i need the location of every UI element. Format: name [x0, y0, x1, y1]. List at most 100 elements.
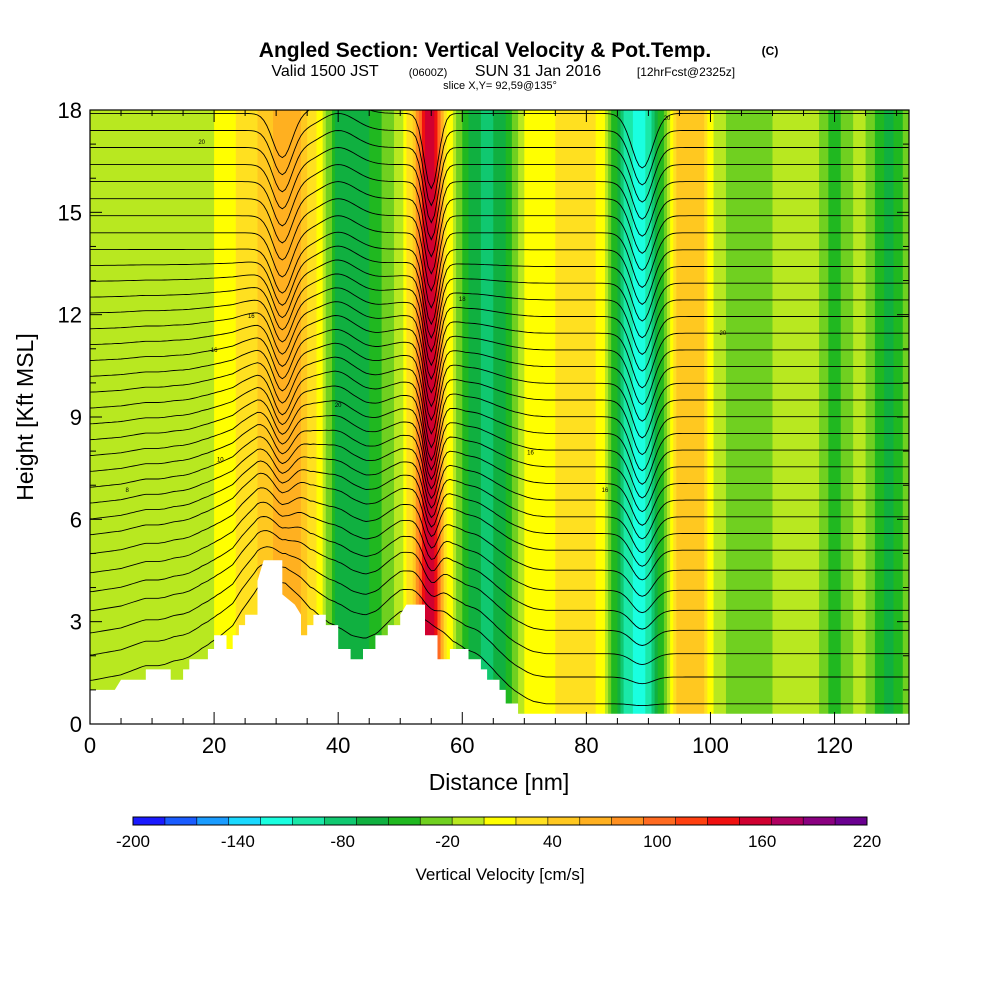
isentrope-line	[90, 501, 909, 614]
velocity-cell	[148, 110, 153, 724]
velocity-cell	[459, 110, 463, 724]
velocity-cell	[179, 110, 184, 724]
velocity-cell	[229, 110, 234, 724]
velocity-cell	[403, 110, 408, 724]
velocity-cell	[276, 110, 280, 724]
contour-label: 16	[527, 451, 534, 457]
velocity-cell	[214, 110, 218, 724]
colorbar-swatch	[579, 817, 613, 825]
velocity-cell	[266, 110, 271, 724]
velocity-cell	[524, 110, 529, 724]
isentrope-line	[90, 460, 909, 567]
colorbar-swatch	[388, 817, 421, 825]
velocity-cell	[186, 110, 190, 724]
slice-info: slice X,Y= 92,59@135°	[443, 80, 557, 92]
velocity-cell	[508, 110, 513, 724]
velocity-cell	[623, 110, 628, 724]
velocity-cell	[304, 110, 308, 724]
velocity-cell	[521, 110, 525, 724]
velocity-cell	[124, 110, 128, 724]
velocity-cell	[322, 110, 327, 724]
isentrope-line	[90, 259, 909, 353]
velocity-cell	[415, 110, 420, 724]
velocity-cell	[111, 110, 116, 724]
y-tick-label: 12	[58, 303, 82, 328]
velocity-cell	[204, 110, 209, 724]
colorbar-swatch	[133, 817, 166, 825]
velocity-cell	[325, 110, 330, 724]
velocity-cell	[397, 110, 401, 724]
contour-label: 16	[211, 348, 218, 354]
isentrope-line	[90, 487, 909, 597]
colorbar	[132, 816, 868, 826]
velocity-cell	[210, 110, 215, 724]
velocity-cell	[238, 110, 243, 724]
velocity-cell	[651, 110, 656, 724]
velocity-cell	[487, 110, 491, 724]
velocity-cell	[518, 110, 522, 724]
velocity-cell	[359, 110, 364, 724]
colorbar-swatch	[260, 817, 293, 825]
velocity-cell	[331, 110, 336, 724]
velocity-cell	[446, 110, 451, 724]
velocity-cell	[248, 110, 252, 724]
isentrope-line	[90, 328, 909, 422]
colorbar-swatch	[739, 817, 772, 825]
colorbar-swatch	[228, 817, 262, 825]
isentrope-line	[90, 231, 909, 326]
velocity-cell	[611, 110, 615, 724]
isentrope-line	[90, 448, 909, 554]
velocity-cell	[406, 110, 411, 724]
y-axis-label: Height [Kft MSL]	[12, 333, 38, 500]
isentrope-line	[90, 273, 909, 367]
velocity-cell	[471, 110, 476, 724]
contour-label: 20	[664, 116, 671, 122]
velocity-cell	[133, 110, 138, 724]
velocity-cell	[282, 110, 287, 724]
velocity-cell	[468, 110, 473, 724]
velocity-cell	[533, 110, 538, 724]
colorbar-swatch	[611, 817, 645, 825]
colorbar-swatch	[675, 817, 708, 825]
velocity-cell	[614, 110, 618, 724]
velocity-cell	[443, 110, 448, 724]
velocity-cell	[257, 110, 262, 724]
y-tick-label: 15	[58, 200, 82, 225]
colorbar-swatch	[356, 817, 389, 825]
velocity-cell	[192, 110, 197, 724]
velocity-cell	[294, 110, 299, 724]
colorbar-swatch	[547, 817, 581, 825]
velocity-cell	[462, 110, 466, 724]
velocity-cell	[279, 110, 283, 724]
velocity-cell	[409, 110, 414, 724]
colorbar-swatch	[420, 817, 453, 825]
velocity-cell	[387, 110, 392, 724]
colorbar-tick-label: -80	[330, 832, 355, 851]
velocity-cell	[483, 110, 488, 724]
subtitle-date: SUN 31 Jan 2016	[475, 63, 601, 80]
colorbar-swatch	[324, 817, 357, 825]
isentrope-line	[90, 112, 909, 207]
velocity-cell	[632, 110, 637, 724]
x-tick-label: 20	[202, 733, 226, 758]
velocity-cell	[515, 110, 519, 724]
velocity-cell	[452, 110, 457, 724]
plot-area: 8 10 16 16 20 20 18 16 16 20 20	[90, 110, 909, 724]
isentrope-line	[90, 130, 909, 224]
isentrope-line	[90, 287, 909, 381]
velocity-cell	[273, 110, 277, 724]
velocity-cell	[490, 110, 494, 724]
velocity-cell	[626, 110, 631, 724]
x-tick-label: 100	[692, 733, 729, 758]
velocity-cell	[353, 110, 358, 724]
contour-label: 20	[335, 403, 342, 409]
isentrope-line	[90, 356, 909, 456]
velocity-cell	[285, 110, 290, 724]
velocity-cell	[127, 110, 131, 724]
contour-label: 16	[248, 314, 255, 320]
velocity-cell	[176, 110, 181, 724]
velocity-cell	[645, 110, 650, 724]
velocity-cell	[170, 110, 175, 724]
isentrope-line	[90, 315, 909, 408]
velocity-cell	[344, 110, 349, 724]
